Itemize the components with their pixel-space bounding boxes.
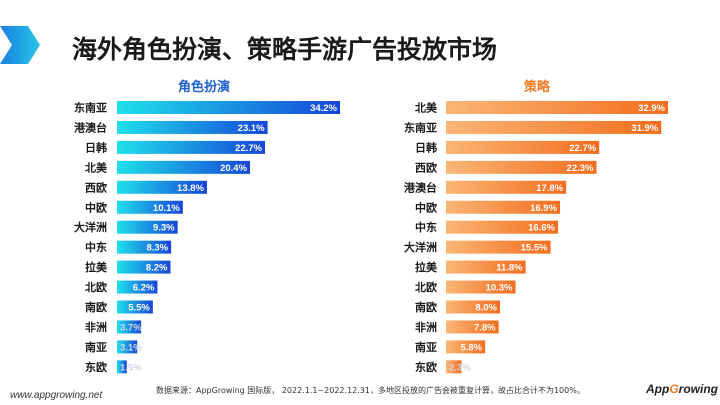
category-label: 非洲 <box>415 320 437 334</box>
category-label: 北美 <box>85 160 108 174</box>
value-label: 22.7% <box>569 143 596 154</box>
bar <box>117 180 207 194</box>
value-label: 3.7% <box>120 322 142 333</box>
category-label: 中东 <box>415 220 437 234</box>
bar <box>117 160 251 174</box>
value-label: 15.5% <box>521 243 548 254</box>
category-label: 北美 <box>415 101 438 115</box>
bar <box>117 240 172 254</box>
value-label: 8.2% <box>146 263 168 274</box>
category-label: 西欧 <box>85 180 107 194</box>
value-label: 22.7% <box>235 143 262 154</box>
bar <box>446 320 499 334</box>
page-title: 海外角色扮演、策略手游广告投放市场 <box>72 35 498 64</box>
category-label: 中欧 <box>85 200 107 214</box>
chart-title-roleplay: 角色扮演 <box>178 80 231 95</box>
appgrowing-logo: AppGrowing <box>646 382 718 396</box>
category-label: 东欧 <box>85 360 107 374</box>
footer-url[interactable]: www.appgrowing.net <box>10 390 103 401</box>
value-label: 8.0% <box>475 303 497 314</box>
value-label: 10.3% <box>486 283 513 294</box>
category-label: 拉美 <box>415 260 438 274</box>
value-label: 31.9% <box>631 123 658 134</box>
category-label: 南亚 <box>415 340 437 354</box>
bar <box>446 140 600 154</box>
bar <box>446 340 486 354</box>
category-label: 西欧 <box>415 160 437 174</box>
value-label: 10.1% <box>153 203 180 214</box>
bar <box>446 360 462 374</box>
category-label: 日韩 <box>415 140 437 154</box>
category-label: 拉美 <box>85 260 108 274</box>
bar <box>446 200 561 214</box>
bar <box>117 200 183 214</box>
bar <box>117 140 266 154</box>
bar <box>446 160 597 174</box>
strategy-chart: 北美 32.9% 东南亚 31.9% 日韩 22.7% 西欧 22.3% 港澳台 17.8% 中欧 1… <box>404 101 668 374</box>
category-label: 北欧 <box>415 280 437 294</box>
logo-text-prefix: App <box>646 382 670 396</box>
category-label: 港澳台 <box>74 120 107 134</box>
value-label: 8.3% <box>146 243 168 254</box>
value-label: 23.1% <box>238 123 265 134</box>
bar <box>446 120 662 134</box>
bar <box>117 120 268 134</box>
category-label: 东南亚 <box>74 101 107 115</box>
category-label: 日韩 <box>85 140 107 154</box>
bar <box>117 260 171 274</box>
bar <box>117 320 142 334</box>
value-label: 22.3% <box>567 163 594 174</box>
bar <box>117 220 178 234</box>
category-label: 北欧 <box>85 280 107 294</box>
value-label: 9.3% <box>153 223 175 234</box>
category-label: 大洋洲 <box>404 240 437 254</box>
bar <box>446 240 551 254</box>
value-label: 32.9% <box>638 103 665 114</box>
roleplay-chart: 东南亚 34.2% 港澳台 23.1% 日韩 22.7% 北美 20.4% 西欧 13.8% 中欧 1… <box>74 101 340 374</box>
value-label: 5.5% <box>128 303 150 314</box>
value-label: 17.8% <box>536 183 563 194</box>
category-label: 中欧 <box>415 200 437 214</box>
value-label: 5.8% <box>460 342 482 353</box>
bar <box>117 340 138 354</box>
category-label: 大洋洲 <box>74 220 107 234</box>
value-label: 16.9% <box>530 203 557 214</box>
bar <box>446 260 526 274</box>
bar <box>446 280 516 294</box>
category-label: 港澳台 <box>404 180 437 194</box>
value-label: 1.5% <box>120 362 142 373</box>
bar <box>117 280 158 294</box>
category-label: 中东 <box>85 240 107 254</box>
header-arrow-icon <box>0 26 40 64</box>
category-label: 南欧 <box>415 300 437 314</box>
value-label: 13.8% <box>177 183 204 194</box>
logo-text-suffix: rowing <box>678 382 718 396</box>
logo-text-g: G <box>669 382 679 396</box>
chart-title-strategy: 策略 <box>524 80 551 95</box>
value-label: 3.1% <box>120 342 142 353</box>
value-label: 7.8% <box>474 322 496 333</box>
category-label: 南欧 <box>85 300 107 314</box>
value-label: 11.8% <box>496 263 523 274</box>
bar <box>446 300 500 314</box>
bar <box>117 101 340 114</box>
footer-source-note: 数据来源：AppGrowing 国际版， 2022.1.1~2022.12.31… <box>156 386 585 395</box>
category-label: 东南亚 <box>404 120 437 134</box>
value-label: 6.2% <box>133 283 155 294</box>
category-label: 东欧 <box>415 360 437 374</box>
bar <box>446 220 559 234</box>
value-label: 16.6% <box>528 223 555 234</box>
bar <box>117 300 153 314</box>
value-label: 2.3% <box>449 362 471 373</box>
bar <box>446 180 567 194</box>
value-label: 34.2% <box>310 103 337 114</box>
bar <box>446 101 668 114</box>
value-label: 20.4% <box>220 163 247 174</box>
category-label: 非洲 <box>85 320 107 334</box>
bar <box>117 360 127 374</box>
category-label: 南亚 <box>85 340 107 354</box>
